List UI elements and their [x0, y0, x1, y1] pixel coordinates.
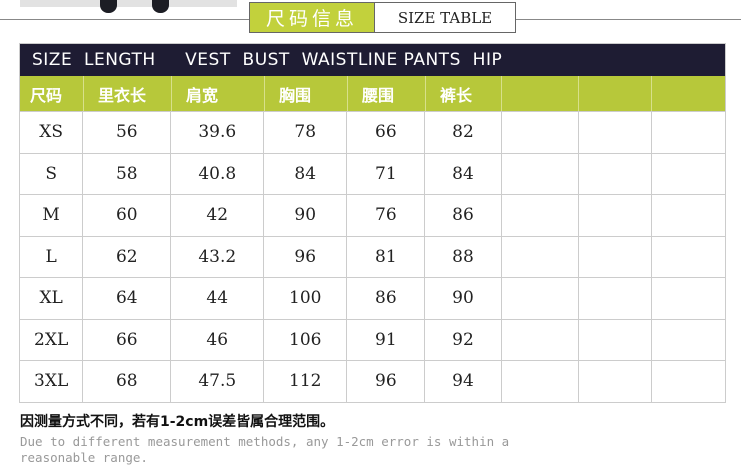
table-cell: L [45, 246, 57, 267]
table-cell [577, 361, 651, 402]
header-row-cn: 尺码 里衣长 肩宽 胸围 腰围 裤长 [20, 76, 725, 111]
table-cell: 2XL [34, 329, 69, 350]
table-cell: 86 [346, 278, 424, 319]
column-header [578, 76, 651, 111]
table-cell: 39.6 [170, 112, 263, 153]
note-en: Due to different measurement methods, an… [20, 434, 510, 465]
column-header: 胸围 [264, 76, 347, 111]
size-table: SIZE LENGTH VEST BUST WAISTLINE PANTS HI… [19, 43, 726, 403]
table-cell [500, 153, 578, 194]
table-cell [577, 278, 651, 319]
table-cell: 3XL [34, 371, 69, 392]
table-cell: 42 [170, 195, 263, 236]
table-cell [650, 361, 725, 402]
product-photo-leg [100, 0, 117, 13]
table-cell [650, 278, 725, 319]
table-cell [500, 112, 578, 153]
table-cell: 90 [263, 195, 346, 236]
table-cell: 84 [263, 153, 346, 194]
table-cell: 82 [424, 112, 500, 153]
table-cell: 78 [263, 112, 346, 153]
table-cell [500, 319, 578, 360]
table-cell: 90 [424, 278, 500, 319]
table-row: 3XL 68 47.5 112 96 94 [20, 360, 725, 402]
table-cell: 66 [346, 112, 424, 153]
product-photo-leg [152, 0, 169, 13]
table-cell: 44 [170, 278, 263, 319]
table-cell: 71 [346, 153, 424, 194]
table-cell [577, 153, 651, 194]
table-cell: S [45, 163, 57, 184]
table-row: 2XL 66 46 106 91 92 [20, 318, 725, 360]
table-cell: 76 [346, 195, 424, 236]
title-cn: 尺码信息 [250, 3, 375, 32]
table-cell [500, 195, 578, 236]
table-row: S 58 40.8 84 71 84 [20, 152, 725, 194]
table-cell: 92 [424, 319, 500, 360]
table-cell: 46 [170, 319, 263, 360]
column-header [651, 76, 725, 111]
table-row: M 60 42 90 76 86 [20, 194, 725, 236]
table-cell [650, 319, 725, 360]
table-cell [577, 195, 651, 236]
table-cell: 96 [263, 236, 346, 277]
table-cell: 47.5 [170, 361, 263, 402]
table-cell: 112 [263, 361, 346, 402]
table-row: L 62 43.2 96 81 88 [20, 235, 725, 277]
table-row: XS 56 39.6 78 66 82 [20, 111, 725, 153]
table-cell: XS [39, 122, 64, 143]
column-header: 腰围 [347, 76, 425, 111]
table-cell: 60 [82, 195, 170, 236]
header-en: SIZE LENGTH VEST BUST WAISTLINE PANTS HI… [20, 44, 725, 76]
section-title: 尺码信息 SIZE TABLE [249, 2, 516, 33]
table-cell [650, 112, 725, 153]
note-cn: 因测量方式不同，若有1-2cm误差皆属合理范围。 [20, 414, 335, 430]
table-row: XL 64 44 100 86 90 [20, 277, 725, 319]
table-cell: 91 [346, 319, 424, 360]
column-header [501, 76, 578, 111]
table-cell: 58 [82, 153, 170, 194]
column-header: 肩宽 [171, 76, 264, 111]
table-cell: 86 [424, 195, 500, 236]
column-header: 尺码 [30, 85, 63, 105]
table-cell: 43.2 [170, 236, 263, 277]
column-header: 裤长 [425, 76, 501, 111]
table-cell: 106 [263, 319, 346, 360]
table-cell: 88 [424, 236, 500, 277]
column-header: 里衣长 [83, 76, 171, 111]
table-cell [577, 112, 651, 153]
table-cell: 40.8 [170, 153, 263, 194]
table-cell: 84 [424, 153, 500, 194]
table-cell: 81 [346, 236, 424, 277]
product-photo-fragment [20, 0, 237, 7]
table-cell [500, 236, 578, 277]
table-cell: 64 [82, 278, 170, 319]
table-cell [577, 236, 651, 277]
table-cell [577, 319, 651, 360]
table-cell: 100 [263, 278, 346, 319]
table-cell [500, 278, 578, 319]
table-cell [500, 361, 578, 402]
table-cell [650, 195, 725, 236]
table-cell: 62 [82, 236, 170, 277]
title-en: SIZE TABLE [397, 8, 493, 27]
table-cell [650, 153, 725, 194]
table-cell: 66 [82, 319, 170, 360]
table-cell: 94 [424, 361, 500, 402]
table-cell: M [42, 205, 60, 226]
table-cell: XL [39, 288, 63, 309]
table-cell: 68 [82, 361, 170, 402]
table-cell [650, 236, 725, 277]
table-cell: 56 [82, 112, 170, 153]
table-cell: 96 [346, 361, 424, 402]
